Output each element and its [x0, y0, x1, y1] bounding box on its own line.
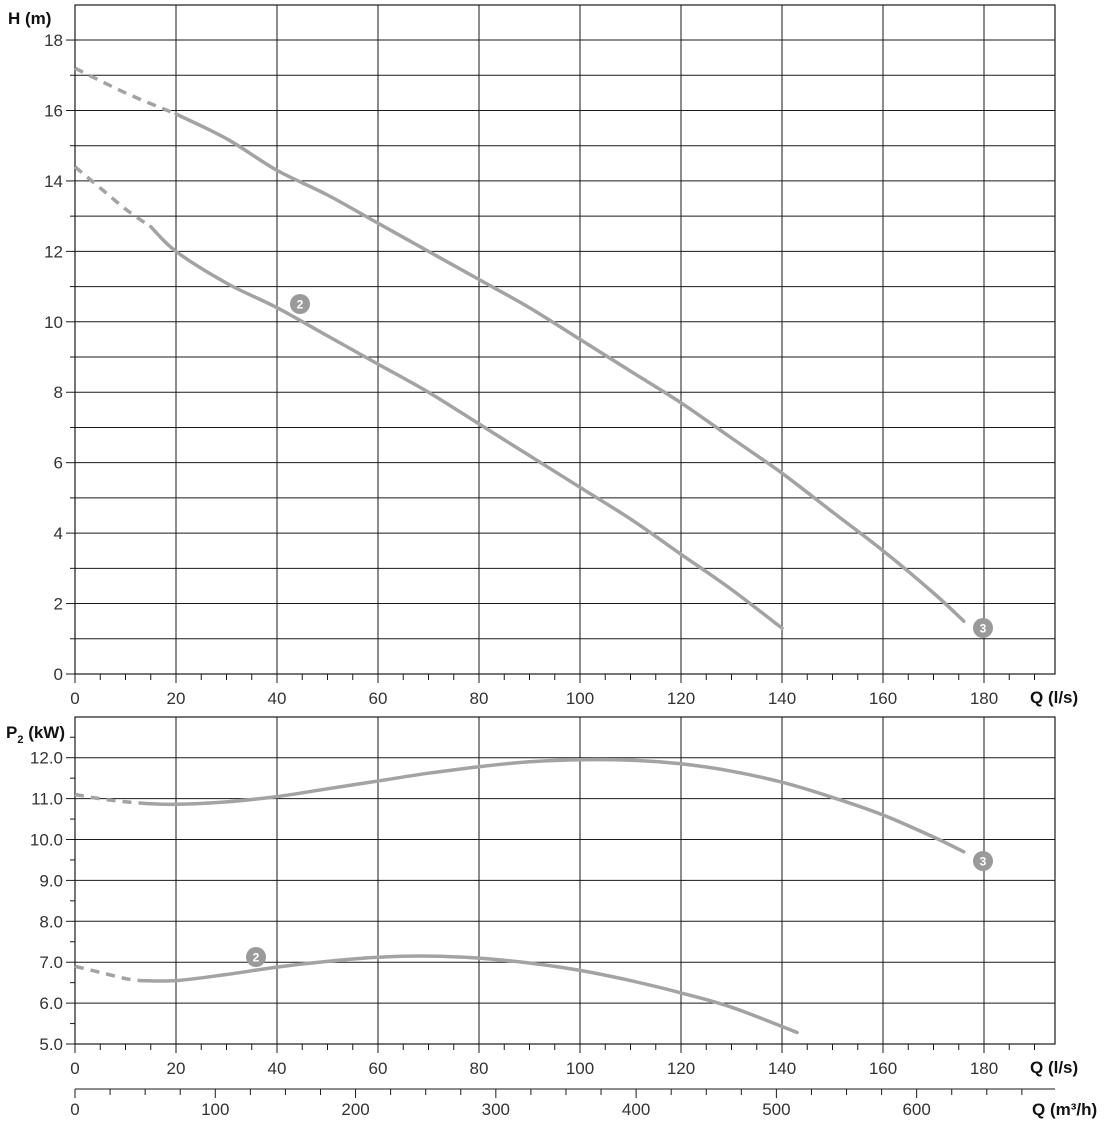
x-tick-label: 160 [869, 1059, 897, 1078]
x-tick-label: 140 [768, 689, 796, 708]
y-tick-label: 0 [54, 665, 63, 684]
y-tick-label: 4 [54, 524, 63, 543]
head-x-axis-label: Q (l/s) [1030, 688, 1078, 707]
curve-3-badge [973, 618, 993, 638]
y-tick-label: 12.0 [30, 749, 63, 768]
x-tick-label: 40 [268, 689, 287, 708]
x2-tick-label: 200 [341, 1100, 369, 1119]
power-chart-ticks: 5.06.07.08.09.010.011.012.00 20 40 60 80 100 1… [30, 736, 1055, 1119]
power-y-axis-label-subscript: 2 [17, 734, 23, 746]
curve-3-badge-label: 3 [980, 855, 987, 869]
curve-3-dashed [74, 792, 146, 806]
y-tick-label: 18 [44, 31, 63, 50]
y-tick-label: 10.0 [30, 831, 63, 850]
x-tick-label: 180 [970, 689, 998, 708]
curve-2 [149, 224, 784, 630]
x-tick-label: 120 [667, 689, 695, 708]
y-tick-label: 5.0 [39, 1035, 63, 1054]
x2-tick-label: 400 [622, 1100, 650, 1119]
power-x-axis-label: Q (l/s) [1030, 1058, 1078, 1077]
power-chart-grid [74, 716, 1056, 1045]
x2-tick-label: 600 [902, 1100, 930, 1119]
curve-2-badge-label: 2 [297, 298, 304, 312]
y-tick-label: 9.0 [39, 871, 63, 890]
x-tick-label: 100 [566, 689, 594, 708]
x2-tick-label: 500 [762, 1100, 790, 1119]
y-tick-label: 2 [54, 595, 63, 614]
x-tick-label: 140 [768, 1059, 796, 1078]
curve-2 [138, 954, 799, 1035]
curve-3-badge-label: 3 [980, 622, 987, 636]
power-x2-axis-label: Q (m³/h) [1032, 1100, 1097, 1119]
y-tick-label: 7.0 [39, 953, 63, 972]
curve-2-dashed [74, 964, 141, 983]
y-tick-label: 11.0 [31, 790, 63, 809]
head-chart-curves: 23 [73, 66, 993, 638]
y-tick-label: 14 [44, 172, 63, 191]
x-tick-label: 80 [470, 1059, 489, 1078]
head-y-axis-label: H (m) [8, 9, 51, 28]
y-tick-label: 8 [54, 383, 63, 402]
x-tick-label: 160 [869, 689, 897, 708]
curve-2-badge [290, 294, 310, 314]
power-y-axis-label-unit: (kW) [23, 723, 65, 742]
head-chart-grid [74, 4, 1056, 675]
curve-2-dashed [73, 165, 152, 229]
curve-3-badge [973, 851, 993, 871]
x-tick-label: 20 [167, 1059, 186, 1078]
curve-3 [143, 757, 966, 854]
x-tick-label: 80 [470, 689, 489, 708]
x-tick-label: 40 [268, 1059, 287, 1078]
x-tick-label: 100 [566, 1059, 594, 1078]
plot-frame [74, 4, 1056, 675]
y-tick-label: 6.0 [39, 994, 63, 1013]
curve-3 [174, 112, 966, 623]
curve-2-badge-label: 2 [253, 951, 260, 965]
x2-tick-label: 0 [70, 1100, 79, 1119]
x-tick-label: 60 [369, 1059, 388, 1078]
x-tick-label: 20 [167, 689, 186, 708]
x-tick-label: 60 [369, 689, 388, 708]
y-tick-label: 12 [44, 242, 63, 261]
x2-tick-label: 100 [201, 1100, 229, 1119]
y-tick-label: 16 [44, 101, 63, 120]
x2-tick-label: 300 [482, 1100, 510, 1119]
power-y-axis-label: P2 (kW) [6, 723, 65, 746]
power-y-axis-label-main: P [6, 723, 17, 742]
y-tick-label: 10 [44, 313, 63, 332]
x-tick-label: 180 [970, 1059, 998, 1078]
x-tick-label: 0 [70, 689, 79, 708]
curve-3-dashed [74, 66, 177, 116]
y-tick-label: 6 [54, 454, 63, 473]
power-chart: 5.06.07.08.09.010.011.012.00 20 40 60 80 100 1… [6, 716, 1097, 1119]
power-chart-curves: 23 [74, 757, 993, 1035]
curve-2-badge [246, 947, 266, 967]
x-tick-label: 120 [667, 1059, 695, 1078]
x-tick-label: 0 [70, 1059, 79, 1078]
y-tick-label: 8.0 [39, 912, 63, 931]
